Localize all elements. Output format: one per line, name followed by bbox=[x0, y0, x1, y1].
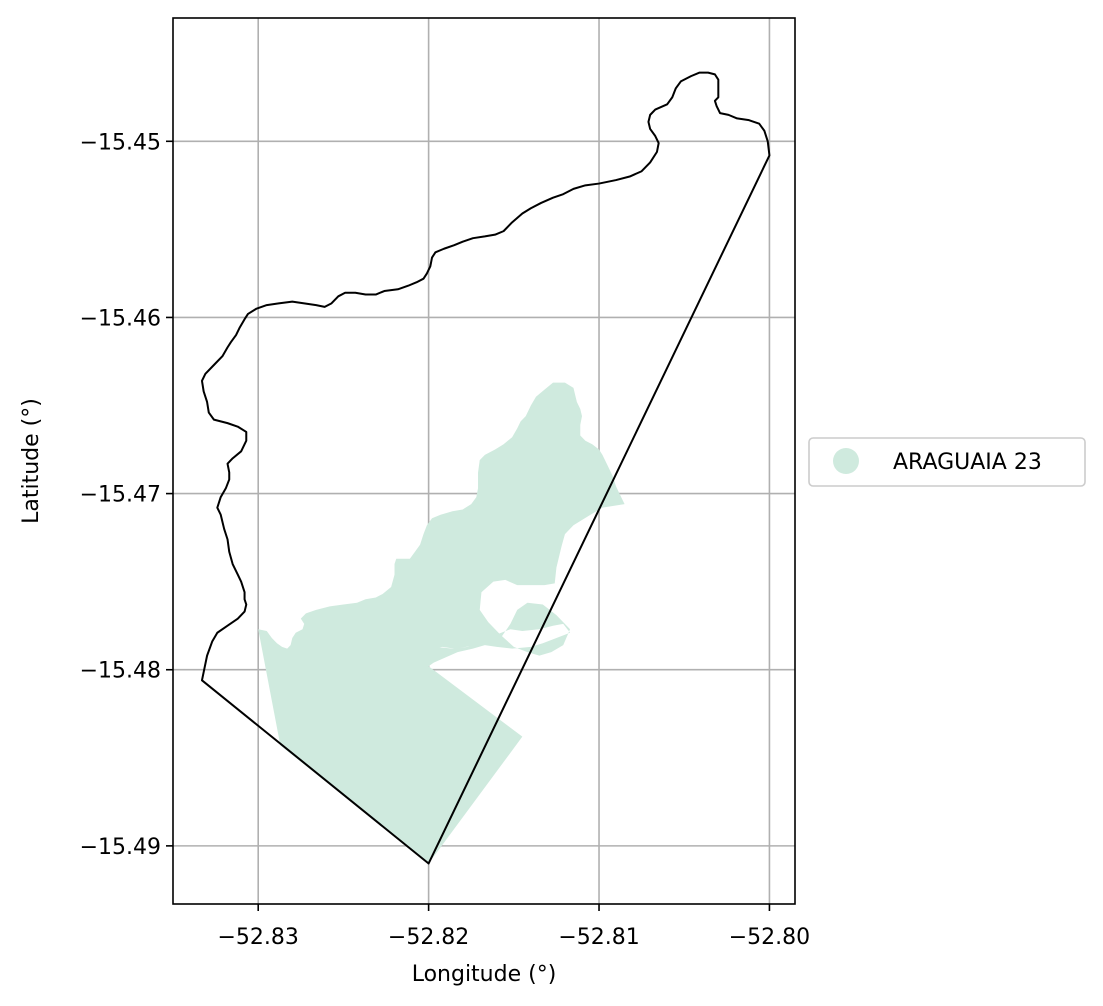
y-axis-label: Latitude (°) bbox=[19, 398, 44, 524]
y-tick-label: −15.49 bbox=[80, 835, 161, 860]
legend-box bbox=[808, 437, 1086, 487]
legend-label: ARAGUAIA 23 bbox=[893, 450, 1042, 475]
axes-frame bbox=[172, 17, 796, 905]
x-axis-ticks: −52.83 −52.82 −52.81 −52.80 bbox=[217, 904, 810, 950]
x-tick-label: −52.81 bbox=[558, 925, 639, 950]
y-tick-label: −15.47 bbox=[80, 483, 161, 508]
x-tick-label: −52.80 bbox=[729, 925, 810, 950]
property-boundary bbox=[200, 71, 771, 865]
x-tick-label: −52.83 bbox=[217, 925, 298, 950]
y-tick-label: −15.45 bbox=[80, 130, 161, 155]
plot-area bbox=[200, 71, 771, 865]
legend: ARAGUAIA 23 bbox=[808, 437, 1086, 487]
y-tick-label: −15.46 bbox=[80, 306, 161, 331]
y-tick-label: −15.48 bbox=[80, 659, 161, 684]
x-axis-label: Longitude (°) bbox=[412, 962, 557, 987]
region-araguaia-23 bbox=[258, 382, 625, 864]
y-axis-ticks: −15.45 −15.46 −15.47 −15.48 −15.49 bbox=[80, 130, 173, 860]
x-tick-label: −52.82 bbox=[388, 925, 469, 950]
legend-marker bbox=[833, 448, 859, 474]
